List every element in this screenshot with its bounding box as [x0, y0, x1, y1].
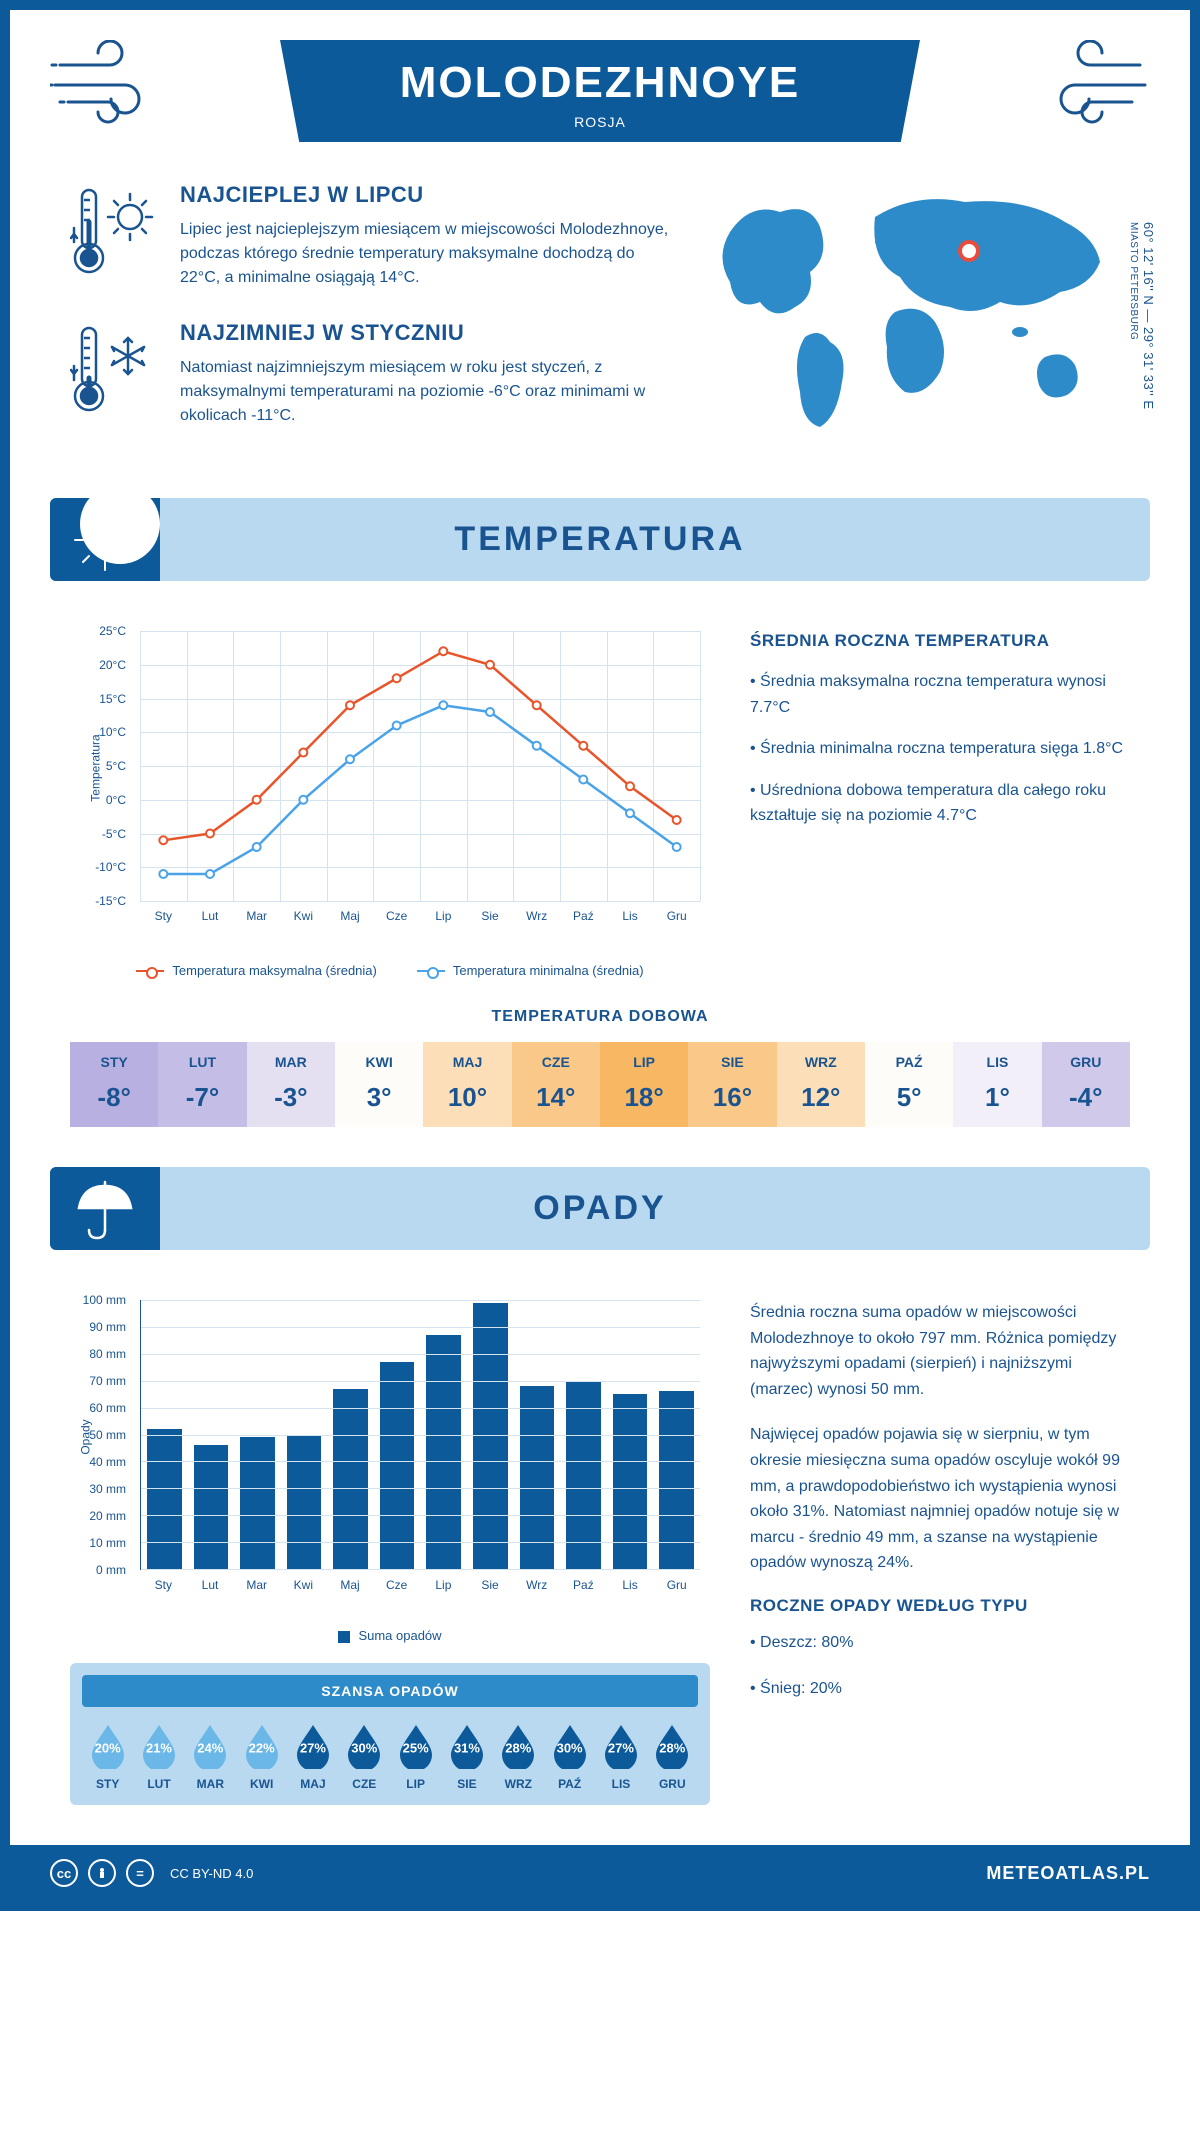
- precipitation-chart: Opady 100 mm90 mm80 mm70 mm60 mm50 mm40 …: [70, 1290, 710, 1620]
- daily-cell: CZE14°: [512, 1042, 600, 1127]
- hot-title: NAJCIEPLEJ W LIPCU: [180, 182, 670, 208]
- coordinates: 60° 12' 16'' N — 29° 31' 33'' E MIASTO P…: [1126, 222, 1156, 410]
- cold-block: NAJZIMNIEJ W STYCZNIU Natomiast najzimni…: [70, 320, 670, 428]
- license-text: CC BY-ND 4.0: [170, 1866, 253, 1881]
- avg-temp-text: ŚREDNIA ROCZNA TEMPERATURA • Średnia mak…: [750, 621, 1130, 978]
- chance-cell: 20%STY: [82, 1721, 133, 1791]
- temp-section-banner: TEMPERATURA: [50, 498, 1150, 581]
- chance-cell: 24%MAR: [185, 1721, 236, 1791]
- chance-cell: 22%KWI: [236, 1721, 287, 1791]
- daily-cell: WRZ12°: [777, 1042, 865, 1127]
- footer: cc = CC BY-ND 4.0 METEOATLAS.PL: [10, 1845, 1190, 1901]
- info-section: NAJCIEPLEJ W LIPCU Lipiec jest najcieple…: [10, 162, 1190, 488]
- thermometer-snow-icon: [70, 320, 160, 428]
- map-pin-icon: [958, 240, 980, 262]
- thermometer-sun-icon: [70, 182, 160, 290]
- cc-icon: cc: [50, 1859, 78, 1887]
- daily-cell: GRU-4°: [1042, 1042, 1130, 1127]
- chance-cell: 30%PAŹ: [544, 1721, 595, 1791]
- page-subtitle: ROSJA: [320, 114, 880, 130]
- daily-cell: LIS1°: [953, 1042, 1041, 1127]
- daily-cell: LUT-7°: [158, 1042, 246, 1127]
- chance-cell: 31%SIE: [441, 1721, 492, 1791]
- chance-cell: 28%GRU: [647, 1721, 698, 1791]
- daily-cell: MAJ10°: [423, 1042, 511, 1127]
- wind-icon-right: [1010, 40, 1150, 135]
- chance-cell: 21%LUT: [133, 1721, 184, 1791]
- precip-section-title: OPADY: [50, 1189, 1150, 1228]
- header: MOLODEZHNOYE ROSJA: [10, 10, 1190, 162]
- daily-cell: MAR-3°: [247, 1042, 335, 1127]
- page-title: MOLODEZHNOYE: [320, 58, 880, 108]
- daily-temp-table: TEMPERATURA DOBOWA STY-8°LUT-7°MAR-3°KWI…: [10, 998, 1190, 1157]
- umbrella-icon: [50, 1167, 160, 1250]
- temp-section-title: TEMPERATURA: [50, 520, 1150, 559]
- daily-cell: PAŹ5°: [865, 1042, 953, 1127]
- cold-text: Natomiast najzimniejszym miesiącem w rok…: [180, 356, 670, 428]
- by-icon: [88, 1859, 116, 1887]
- daily-cell: KWI3°: [335, 1042, 423, 1127]
- daily-cell: LIP18°: [600, 1042, 688, 1127]
- daily-cell: SIE16°: [688, 1042, 776, 1127]
- cold-title: NAJZIMNIEJ W STYCZNIU: [180, 320, 670, 346]
- chance-cell: 30%CZE: [339, 1721, 390, 1791]
- title-banner: MOLODEZHNOYE ROSJA: [280, 40, 920, 142]
- wind-icon-left: [50, 40, 190, 135]
- legend-max: Temperatura maksymalna (średnia): [136, 963, 376, 978]
- precip-legend: Suma opadów: [70, 1628, 710, 1643]
- temperature-chart: Temperatura 25°C20°C15°C10°C5°C0°C-5°C-1…: [70, 621, 710, 978]
- world-map: 60° 12' 16'' N — 29° 31' 33'' E MIASTO P…: [710, 182, 1130, 458]
- chance-cell: 25%LIP: [390, 1721, 441, 1791]
- precip-text: Średnia roczna suma opadów w miejscowośc…: [750, 1290, 1130, 1805]
- chance-table: SZANSA OPADÓW 20%STY21%LUT24%MAR22%KWI27…: [70, 1663, 710, 1805]
- site-name: METEOATLAS.PL: [986, 1863, 1150, 1884]
- legend-min: Temperatura minimalna (średnia): [417, 963, 644, 978]
- chance-cell: 28%WRZ: [493, 1721, 544, 1791]
- nd-icon: =: [126, 1859, 154, 1887]
- hot-text: Lipiec jest najcieplejszym miesiącem w m…: [180, 218, 670, 290]
- chance-cell: 27%LIS: [595, 1721, 646, 1791]
- daily-cell: STY-8°: [70, 1042, 158, 1127]
- precip-section-banner: OPADY: [50, 1167, 1150, 1250]
- chance-cell: 27%MAJ: [287, 1721, 338, 1791]
- hot-block: NAJCIEPLEJ W LIPCU Lipiec jest najcieple…: [70, 182, 670, 290]
